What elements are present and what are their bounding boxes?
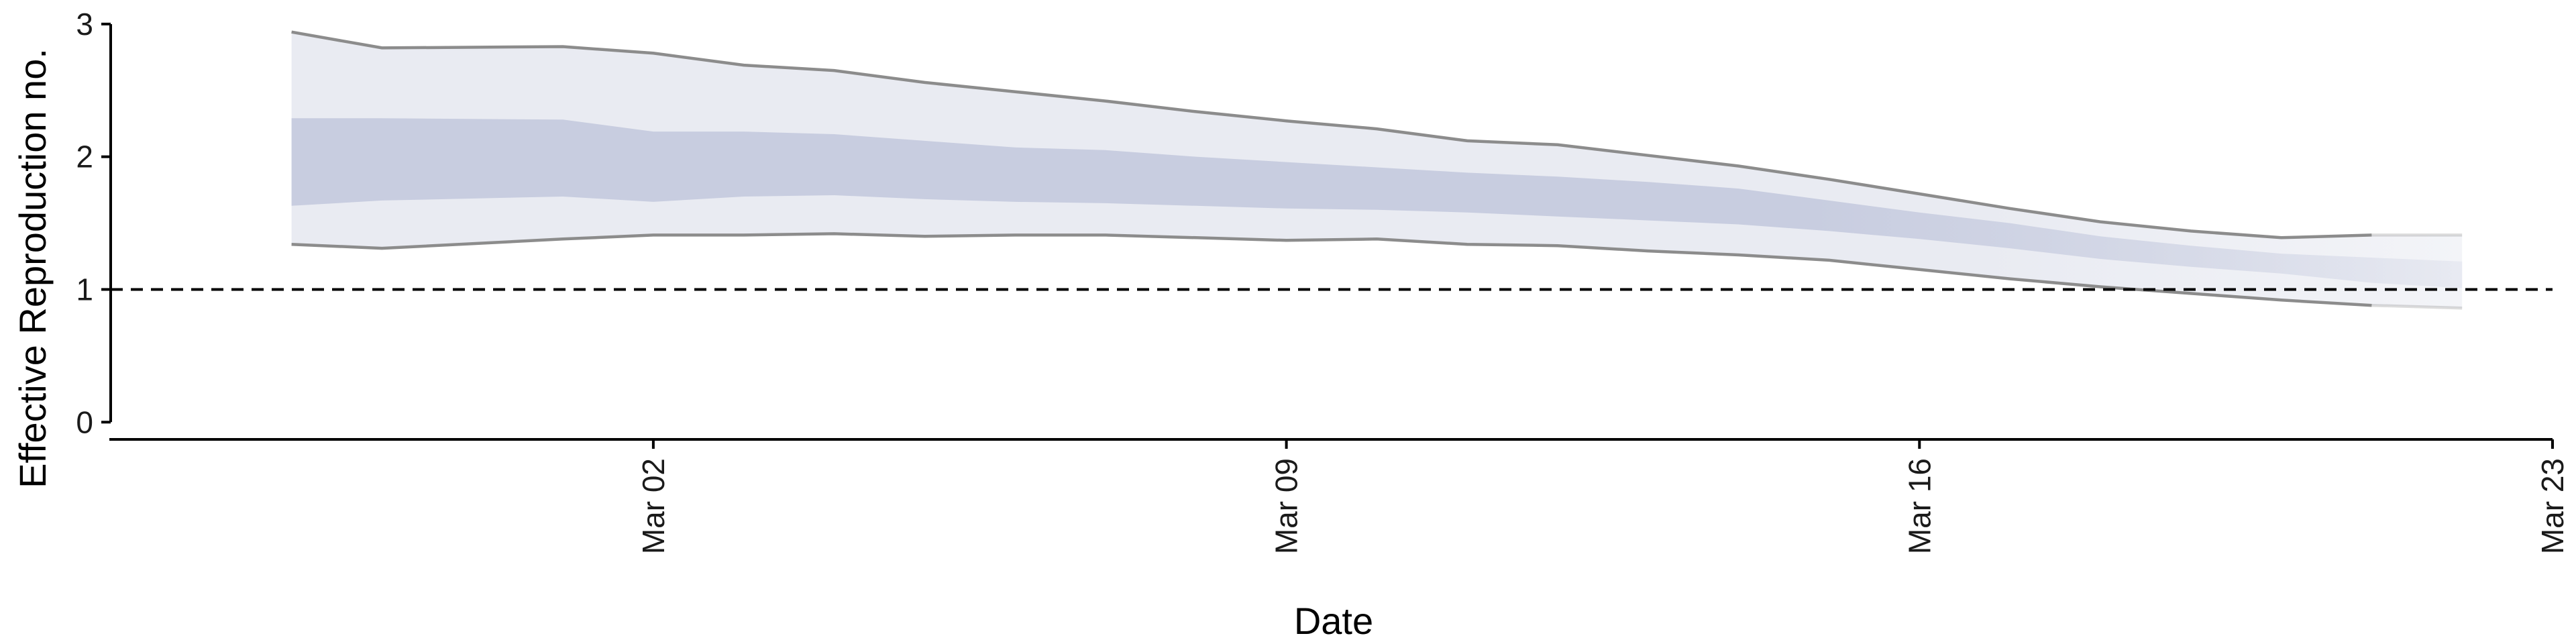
x-axis-title: Date [1294,600,1373,642]
x-tick-label: Mar 09 [1269,458,1304,554]
axes: 0 1 2 3 Mar 02 Mar 09 Mar 16 Mar 23 [76,7,2570,554]
inner-credible-band [291,118,2463,288]
y-tick-label: 1 [76,272,93,307]
y-tick-label: 3 [76,7,93,42]
lower-bound-line [291,232,2372,307]
y-tick-label: 0 [76,405,93,439]
plot-area [111,30,2553,310]
x-tick-label: Mar 23 [2535,458,2570,554]
y-axis-title: Effective Reproduction no. [11,48,54,488]
x-tick-label: Mar 02 [636,458,671,554]
lower-bound-line-tail [2371,303,2463,310]
upper-bound-line [291,30,2372,239]
y-tick-label: 2 [76,140,93,174]
x-tick-label: Mar 16 [1902,458,1937,554]
